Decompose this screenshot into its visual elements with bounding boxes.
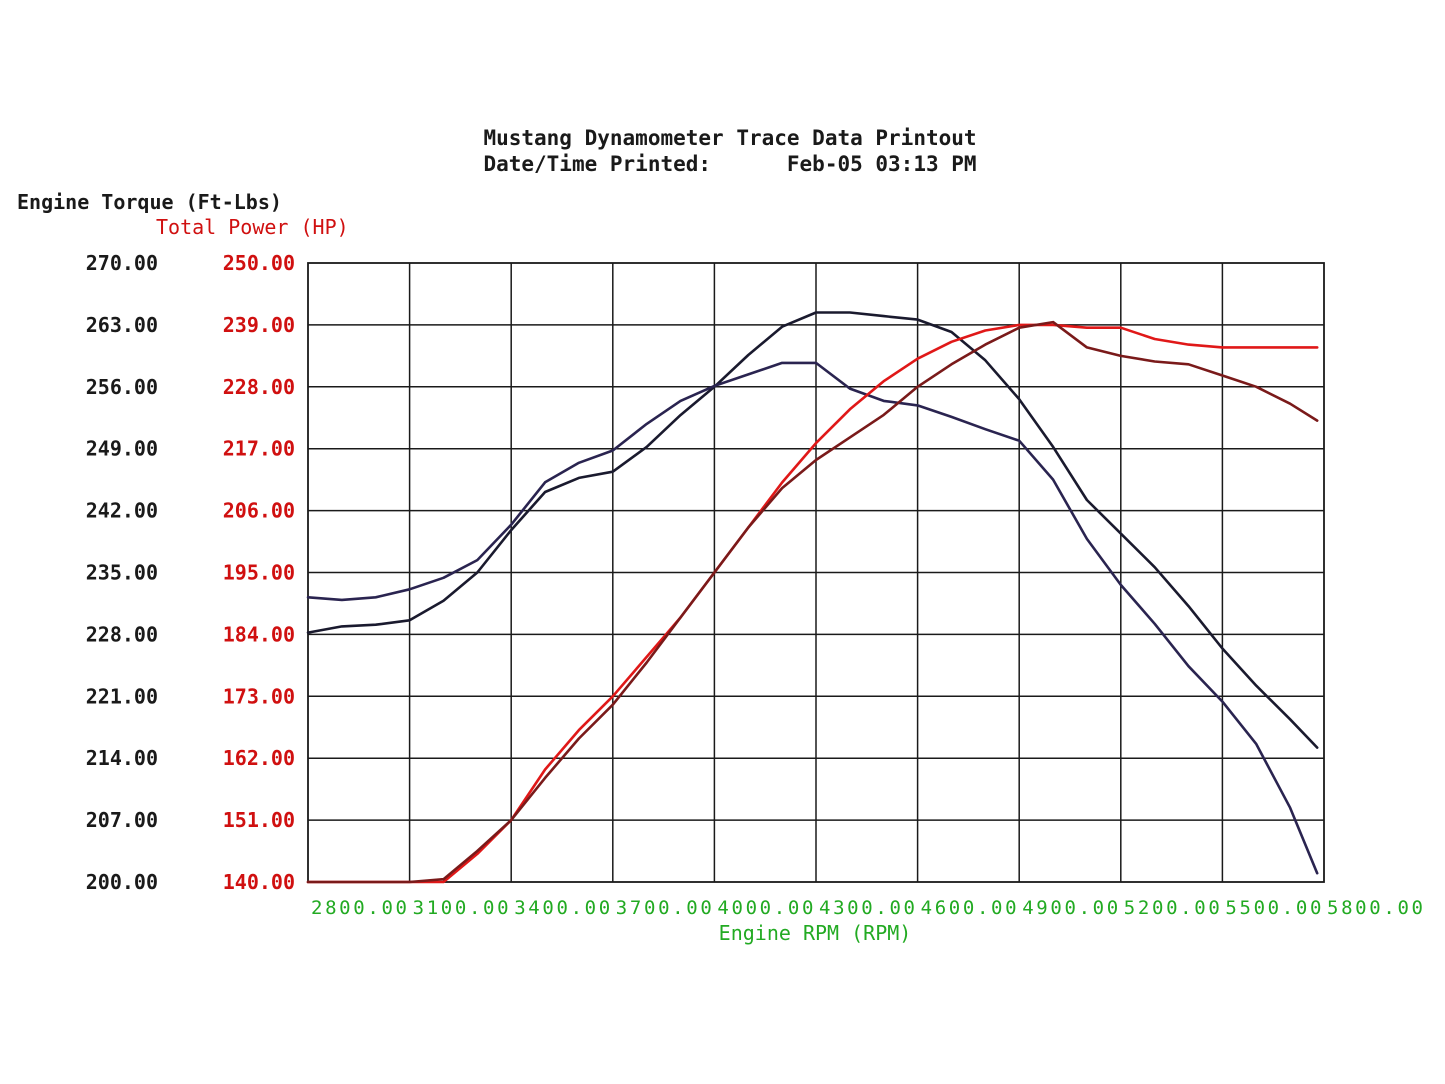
power-tick-label: 250.00 [223, 251, 295, 275]
rpm-tick-label: 3100.00 [413, 897, 509, 919]
power-tick-label: 184.00 [223, 622, 295, 646]
power-series-line-3 [306, 323, 1319, 884]
power-series-line-4 [306, 320, 1319, 884]
torque-tick-label: 221.00 [86, 684, 158, 708]
torque-series-line-2 [306, 361, 1319, 875]
torque-tick-label: 228.00 [86, 622, 158, 646]
power-tick-label: 206.00 [223, 499, 295, 523]
torque-tick-label: 200.00 [86, 870, 158, 894]
rpm-tick-label: 4900.00 [1022, 897, 1118, 919]
power-tick-label: 140.00 [223, 870, 295, 894]
rpm-tick-label: 5800.00 [1327, 897, 1423, 919]
rpm-tick-label: 4000.00 [717, 897, 813, 919]
chart-subtitle: Date/Time Printed: Feb-05 03:13 PM [483, 152, 977, 176]
torque-tick-label: 235.00 [86, 561, 158, 585]
torque-tick-label: 207.00 [86, 808, 158, 832]
chart-title: Mustang Dynamometer Trace Data Printout [483, 126, 977, 150]
rpm-tick-label: 5500.00 [1225, 897, 1321, 919]
torque-tick-label: 256.00 [86, 375, 158, 399]
rpm-tick-label: 4600.00 [921, 897, 1017, 919]
rpm-tick-label: 5200.00 [1124, 897, 1220, 919]
rpm-axis-label: Engine RPM (RPM) [718, 921, 912, 945]
rpm-tick-label: 4300.00 [819, 897, 915, 919]
rpm-tick-label: 2800.00 [311, 897, 407, 919]
torque-tick-label: 242.00 [86, 499, 158, 523]
power-tick-label: 195.00 [223, 561, 295, 585]
rpm-tick-label: 3400.00 [514, 897, 610, 919]
power-tick-label: 162.00 [223, 746, 295, 770]
torque-axis-label: Engine Torque (Ft-Lbs) [17, 190, 282, 214]
power-tick-label: 151.00 [223, 808, 295, 832]
torque-tick-label: 263.00 [86, 313, 158, 337]
torque-tick-label: 270.00 [86, 251, 158, 275]
power-tick-label: 217.00 [223, 437, 295, 461]
power-tick-label: 228.00 [223, 375, 295, 399]
rpm-tick-label: 3700.00 [616, 897, 712, 919]
power-tick-label: 239.00 [223, 313, 295, 337]
torque-series-line-1 [306, 311, 1319, 749]
power-tick-label: 173.00 [223, 684, 295, 708]
power-axis-label: Total Power (HP) [156, 215, 349, 239]
torque-tick-label: 214.00 [86, 746, 158, 770]
torque-tick-label: 249.00 [86, 437, 158, 461]
